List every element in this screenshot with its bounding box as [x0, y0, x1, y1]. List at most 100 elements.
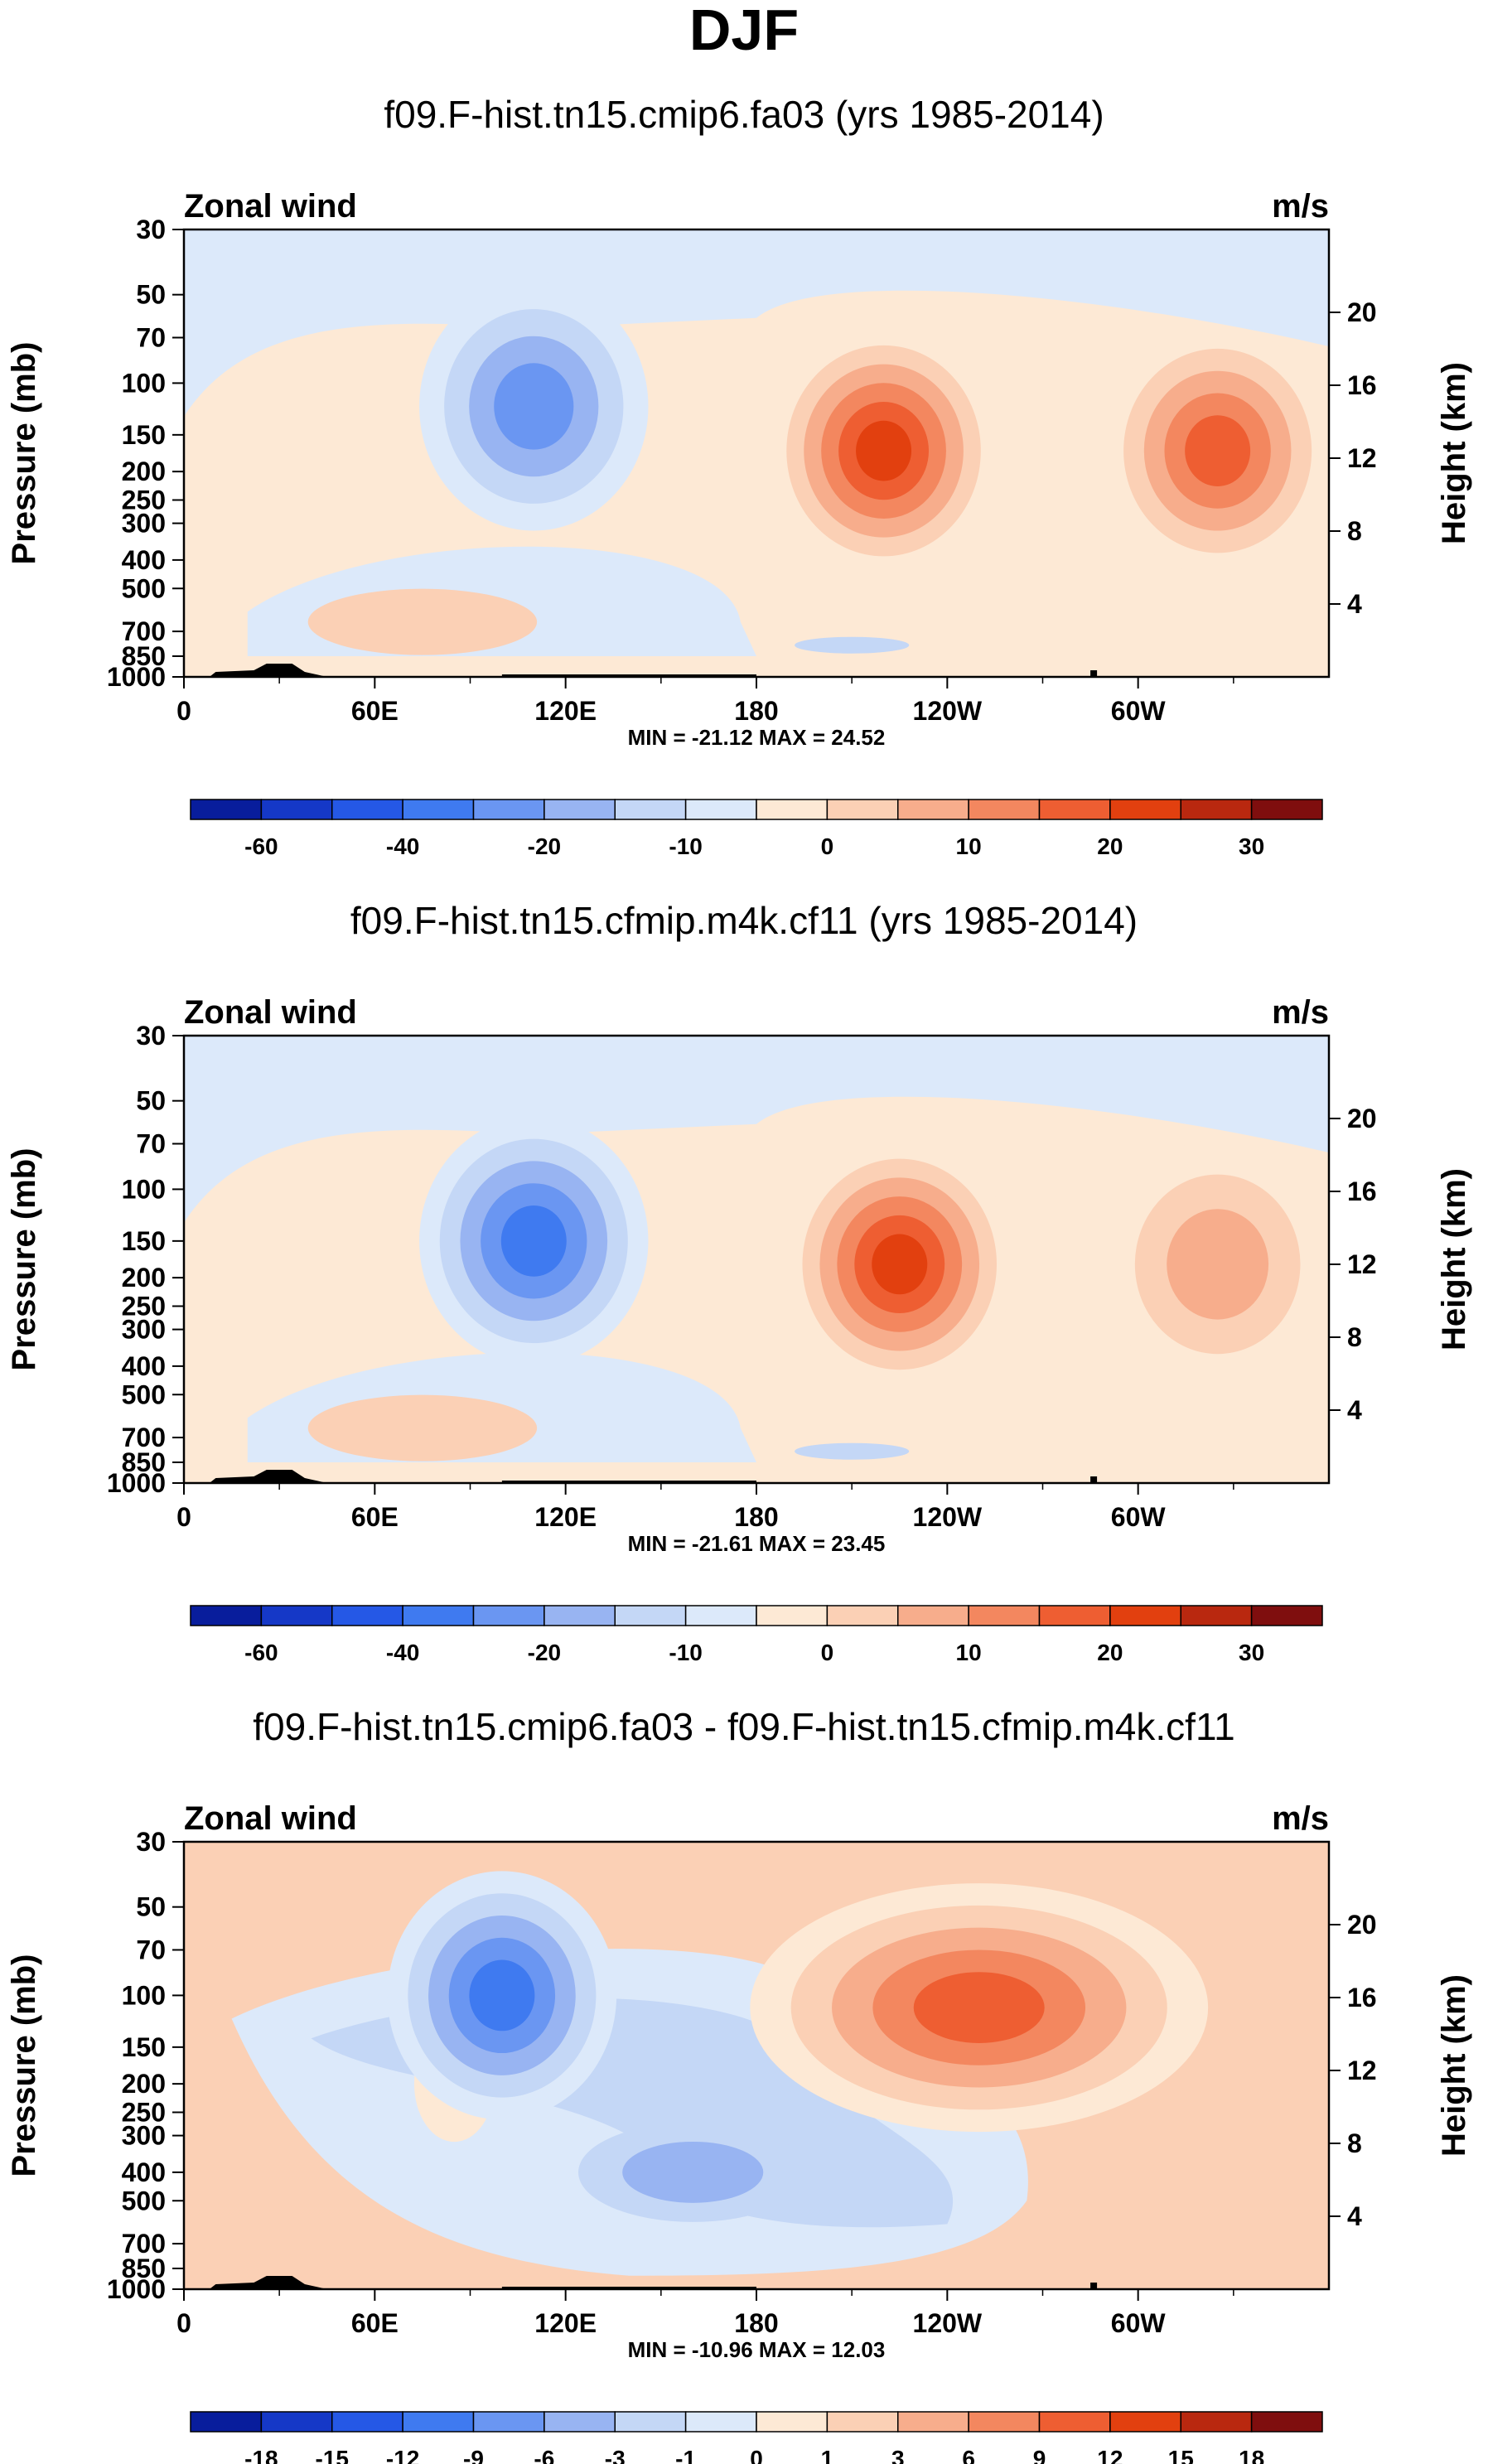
colorbar-box [897, 799, 969, 820]
x-tick-label: 60W [1111, 1502, 1167, 1532]
y-tick-label: 250 [122, 1292, 166, 1321]
y2-tick-label: 12 [1347, 443, 1377, 473]
y2-tick-label: 4 [1347, 2201, 1362, 2231]
colorbar-box [190, 1605, 263, 1626]
colorbar-box [684, 799, 757, 820]
units-label: m/s [1272, 1800, 1329, 1837]
y-tick-label: 300 [122, 2121, 166, 2151]
colorbar-label: -12 [386, 2446, 419, 2464]
colorbar-box [190, 2411, 263, 2433]
colorbar-box [897, 1605, 969, 1626]
x-tick-label: 120E [534, 1502, 597, 1532]
colorbar-label: -40 [386, 833, 419, 859]
contour-field [184, 1036, 1329, 1483]
y-tick-label: 500 [122, 1379, 166, 1409]
y2-tick-label: 8 [1347, 2128, 1362, 2158]
y-tick-label: 200 [122, 2069, 166, 2099]
colorbar-box [1038, 799, 1111, 820]
y-tick-label: 300 [122, 509, 166, 539]
y-tick-label: 400 [122, 2157, 166, 2187]
x-tick-label: 60E [351, 1502, 399, 1532]
y-tick-label: 200 [122, 457, 166, 486]
y-tick-label: 150 [122, 2032, 166, 2062]
y-tick-label: 700 [122, 1423, 166, 1452]
colorbar-box [756, 2411, 829, 2433]
colorbar: -18 -15 -12 -9 -6 -3 -1 0 1 3 6 9 12 15 18 [190, 2411, 1323, 2464]
y-tick-label: 50 [136, 1086, 166, 1116]
topography-asia [209, 664, 327, 677]
topography-strip [501, 2287, 756, 2289]
colorbar-box [968, 2411, 1041, 2433]
y-tick-label: 850 [122, 1447, 166, 1477]
colorbar-box [1038, 2411, 1111, 2433]
colorbar-label: 1 [821, 2446, 834, 2464]
colorbar-label: -60 [244, 833, 278, 859]
panel-title: f09.F-hist.tn15.cmip6.fa03 (yrs 1985-201… [384, 93, 1104, 136]
colorbar-label: 12 [1097, 2446, 1123, 2464]
colorbar-label: 10 [956, 833, 982, 859]
x-tick-label: 60W [1111, 2308, 1167, 2338]
colorbar-label: -18 [244, 2446, 278, 2464]
colorbar-label: -1 [675, 2446, 696, 2464]
colorbar-label: 0 [821, 1640, 834, 1665]
y-tick-label: 1000 [107, 1468, 166, 1498]
colorbar-box [1109, 2411, 1181, 2433]
y2-tick-label: 12 [1347, 2056, 1377, 2085]
jet-2-level-5 [913, 1972, 1045, 2043]
y-tick-label: 30 [136, 1021, 166, 1051]
colorbar-label: 10 [956, 1640, 982, 1665]
y-tick-label: 150 [122, 420, 166, 450]
y-tick-label: 1000 [107, 2274, 166, 2304]
colorbar-label: 3 [891, 2446, 905, 2464]
colorbar-box [544, 799, 616, 820]
y-tick-label: 850 [122, 2254, 166, 2283]
y-axis-title: Pressure (mb) [6, 1148, 42, 1371]
panel-title: f09.F-hist.tn15.cfmip.m4k.cf11 (yrs 1985… [350, 899, 1138, 942]
colorbar: -60 -40 -20 -10 0 10 20 30 [190, 799, 1323, 859]
colorbar-box [684, 1605, 757, 1626]
colorbar-label: -10 [669, 1640, 702, 1665]
jet-3-level-2 [622, 2141, 764, 2203]
colorbar-box [1250, 799, 1323, 820]
y-tick-label: 500 [122, 573, 166, 603]
colorbar-label: -6 [534, 2446, 554, 2464]
y2-tick-label: 20 [1347, 297, 1377, 327]
colorbar-label: 30 [1239, 1640, 1264, 1665]
colorbar-box [260, 799, 333, 820]
colorbar-box [402, 1605, 475, 1626]
colorbar-label: 15 [1168, 2446, 1194, 2464]
contour-field [184, 229, 1329, 677]
y-tick-label: 30 [136, 215, 166, 244]
topography-andes [1090, 2283, 1098, 2289]
lowlevel-easterly [795, 636, 910, 654]
jet-2-level-6 [856, 420, 912, 481]
colorbar-label: -20 [528, 1640, 561, 1665]
units-label: m/s [1272, 994, 1329, 1031]
colorbar-label: -9 [463, 2446, 484, 2464]
colorbar-box [190, 799, 263, 820]
y-tick-label: 50 [136, 1892, 166, 1922]
y-tick-label: 70 [136, 322, 166, 352]
jet-3-level-3 [1167, 1209, 1269, 1320]
colorbar-box [968, 1605, 1041, 1626]
colorbar-box [544, 1605, 616, 1626]
colorbar-label: 9 [1033, 2446, 1046, 2464]
colorbar-box [402, 799, 475, 820]
y2-tick-label: 16 [1347, 1983, 1377, 2012]
x-tick-label: 120W [913, 2308, 983, 2338]
x-tick-label: 120W [913, 696, 983, 726]
y2-tick-label: 8 [1347, 1322, 1362, 1352]
colorbar-box [1109, 799, 1181, 820]
colorbar-label: -10 [669, 833, 702, 859]
colorbar-box [614, 1605, 687, 1626]
y-tick-label: 1000 [107, 662, 166, 692]
colorbar-box [826, 1605, 899, 1626]
colorbar-box [402, 2411, 475, 2433]
y2-tick-label: 4 [1347, 1395, 1362, 1425]
colorbar-box [1180, 799, 1253, 820]
figure-title: DJF [689, 0, 799, 62]
colorbar-label: -60 [244, 1640, 278, 1665]
colorbar-label: 0 [750, 2446, 763, 2464]
colorbar-box [968, 799, 1041, 820]
chart-panel-1: f09.F-hist.tn15.cmip6.fa03 (yrs 1985-201… [6, 93, 1472, 859]
